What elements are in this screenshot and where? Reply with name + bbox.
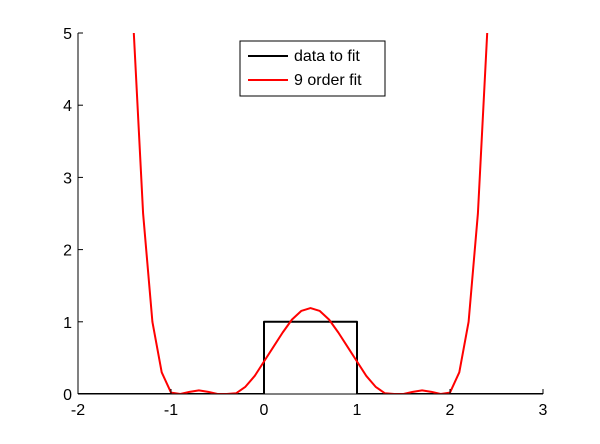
ticks-layer: -2 -1 0 1 2 3 0 1 2 3 4 5 <box>63 26 547 419</box>
x-tick-label: 0 <box>260 402 269 419</box>
x-tick-label: 2 <box>446 402 455 419</box>
x-tick-label: -1 <box>164 402 178 419</box>
x-tick-label: 1 <box>353 402 362 419</box>
axes-layer <box>77 33 543 395</box>
series-line-1 <box>132 33 489 394</box>
y-tick-label: 1 <box>63 315 72 332</box>
series-line-0 <box>78 320 543 394</box>
y-tick-label: 4 <box>63 98 72 115</box>
series-layer <box>78 33 543 394</box>
y-tick-label: 2 <box>63 243 72 260</box>
y-tick-label: 5 <box>63 26 72 43</box>
y-tick-label: 3 <box>63 170 72 187</box>
y-tick-label: 0 <box>63 387 72 404</box>
legend: data to fit 9 order fit <box>239 40 386 97</box>
legend-label-1: 9 order fit <box>294 72 362 89</box>
x-tick-label: -2 <box>71 402 85 419</box>
legend-label-0: data to fit <box>294 48 360 65</box>
x-tick-label: 3 <box>539 402 548 419</box>
legend-box <box>239 40 386 97</box>
